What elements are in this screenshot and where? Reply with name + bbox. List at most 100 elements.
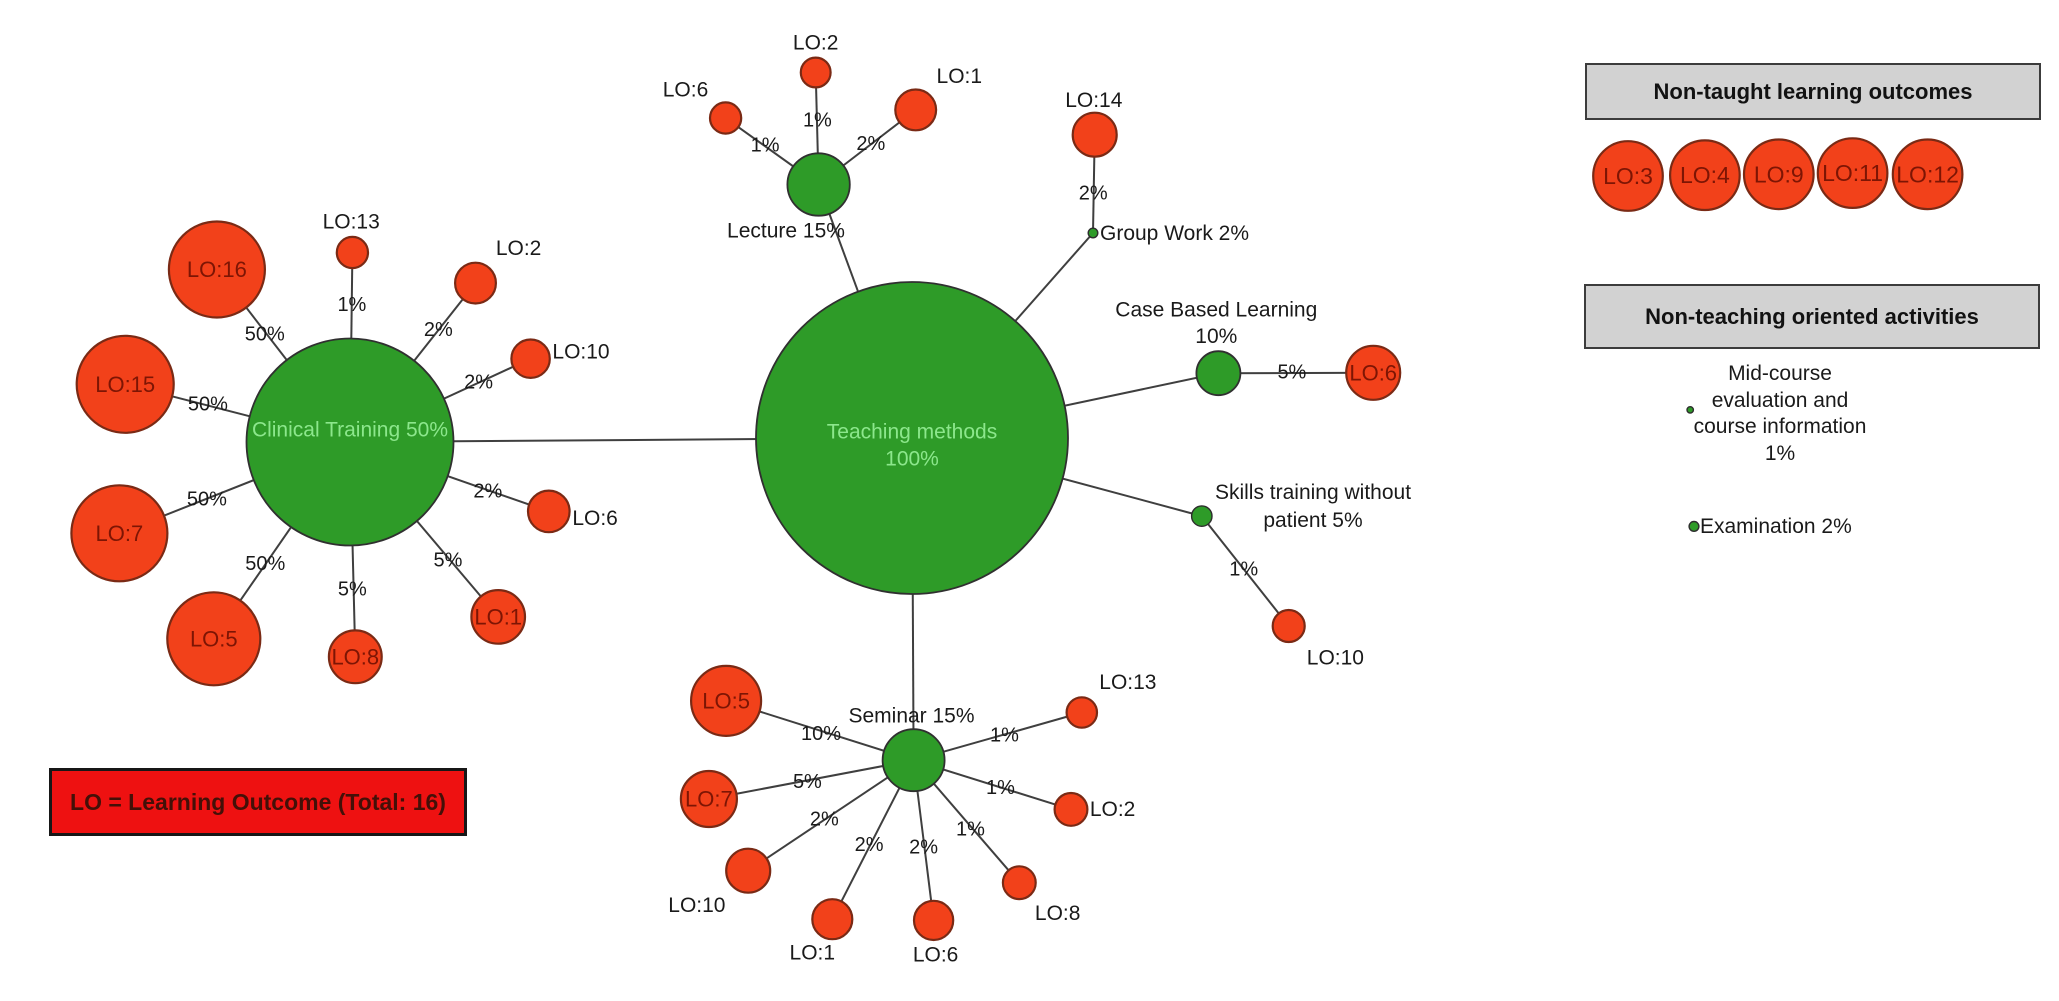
node-label-ct-lo16: LO:16 xyxy=(187,257,247,282)
legend-item-midcourse: Mid-course evaluation and course informa… xyxy=(1560,361,2000,468)
edge-skills-sk-lo10 xyxy=(1201,515,1290,627)
midcourse-line-1: Mid-course xyxy=(1728,362,1832,385)
node-ct-lo2 xyxy=(454,261,498,305)
midcourse-line-3: course information xyxy=(1693,415,1867,439)
edge-label-seminar-sem-lo7: 5% xyxy=(793,771,822,793)
edge-label-groupwork-gw-lo14: 2% xyxy=(1079,182,1108,204)
node-ct-lo13 xyxy=(335,235,370,270)
midcourse-line-4: 1% xyxy=(1764,442,1796,466)
node-label-ct-lo1: LO:1 xyxy=(474,604,522,629)
edge-label-seminar-sem-lo8: 1% xyxy=(956,819,985,841)
node-lec-lo1 xyxy=(894,88,938,132)
edge-label-seminar-sem-lo5: 10% xyxy=(801,723,841,745)
node-cbl-lo6 xyxy=(1345,344,1402,401)
node-ct-lo16 xyxy=(167,220,266,319)
node-groupwork xyxy=(1087,227,1099,239)
edge-label-clinical-ct-lo16: 50% xyxy=(245,324,285,346)
node-midcourse xyxy=(1686,405,1695,414)
edge-seminar-sem-lo10 xyxy=(747,759,915,872)
labels-layer: Teaching methods 100% Clinical Training 50… xyxy=(95,32,1959,967)
node-sem-lo1 xyxy=(811,898,854,941)
node-label-lec-lo6: LO:6 xyxy=(663,79,709,102)
node-sem-lo6 xyxy=(912,899,955,942)
node-label-skills-2: patient 5% xyxy=(1263,509,1362,532)
node-label-cbl-1: Case Based Learning xyxy=(1115,299,1317,322)
node-label-ct-lo10: LO:10 xyxy=(552,341,609,364)
node-label-ct-lo5: LO:5 xyxy=(190,626,238,651)
node-lec-lo6 xyxy=(708,101,743,135)
node-ct-lo8 xyxy=(327,629,383,685)
edge-label-clinical-ct-lo6: 2% xyxy=(473,480,502,502)
node-gw-lo14 xyxy=(1071,111,1118,158)
edge-label-cbl-cbl-lo6: 5% xyxy=(1277,361,1306,383)
node-label-lg-lo4: LO:4 xyxy=(1680,162,1730,188)
node-label-sem-lo1: LO:1 xyxy=(790,941,836,964)
edge-label-clinical-ct-lo8: 5% xyxy=(338,578,367,600)
node-lg-lo11 xyxy=(1816,137,1889,210)
node-lec-lo2 xyxy=(799,56,832,89)
node-label-lec-lo1: LO:1 xyxy=(937,65,983,88)
node-skills xyxy=(1190,505,1213,527)
node-label-sk-lo10: LO:10 xyxy=(1307,646,1364,669)
edge-label-clinical-ct-lo15: 50% xyxy=(188,394,228,416)
node-sem-lo7 xyxy=(679,769,739,829)
node-ct-lo6 xyxy=(526,489,571,534)
node-label-lg-lo12: LO:12 xyxy=(1896,161,1959,187)
edge-label-seminar-sem-lo6: 2% xyxy=(909,837,938,859)
node-label-sem-lo6: LO:6 xyxy=(913,943,959,966)
edge-label-clinical-ct-lo5: 50% xyxy=(245,553,285,575)
node-label-ct-lo6: LO:6 xyxy=(572,507,618,530)
edge-label-clinical-ct-lo13: 1% xyxy=(337,294,366,316)
legend-title-non-teaching: Non-teaching oriented activities xyxy=(1645,303,1979,329)
node-sem-lo8 xyxy=(1001,865,1037,901)
edge-label-seminar-sem-lo2: 1% xyxy=(986,777,1015,799)
node-sem-lo10 xyxy=(725,847,772,894)
node-ct-lo15 xyxy=(75,334,175,434)
node-label-ct-lo7: LO:7 xyxy=(96,521,144,546)
node-ct-lo10 xyxy=(510,338,551,380)
edge-label-clinical-ct-lo10: 2% xyxy=(464,372,493,394)
node-sk-lo10 xyxy=(1271,608,1306,644)
edge-label-seminar-sem-lo13: 1% xyxy=(990,724,1019,746)
node-label-cbl-lo6: LO:6 xyxy=(1349,360,1397,385)
node-label-skills-1: Skills training without xyxy=(1215,481,1411,504)
legend-box-non-teaching: Non-teaching oriented activities xyxy=(1584,284,2040,349)
node-label-lg-lo3: LO:3 xyxy=(1603,163,1653,189)
node-label-teaching-1: Teaching methods xyxy=(827,421,997,444)
edge-label-seminar-sem-lo10: 2% xyxy=(810,809,839,831)
edge-seminar-sem-lo7 xyxy=(708,759,914,800)
node-clinical xyxy=(245,337,455,547)
node-label-ct-lo8: LO:8 xyxy=(331,644,379,669)
node-label-gw-lo14: LO:14 xyxy=(1065,89,1123,112)
node-label-sem-lo13: LO:13 xyxy=(1099,671,1156,694)
edge-label-clinical-ct-lo7: 50% xyxy=(187,488,227,510)
node-examination xyxy=(1688,520,1700,533)
node-lg-lo3 xyxy=(1592,140,1664,212)
node-label-ct-lo13: LO:13 xyxy=(323,211,380,234)
node-label-seminar: Seminar 15% xyxy=(848,705,974,728)
node-label-sem-lo7: LO:7 xyxy=(685,787,733,812)
node-label-sem-lo5: LO:5 xyxy=(702,688,750,713)
node-cbl xyxy=(1195,350,1242,397)
node-lecture xyxy=(786,152,851,217)
node-lg-lo9 xyxy=(1742,138,1815,211)
node-label-sem-lo2: LO:2 xyxy=(1090,798,1136,821)
node-label-lg-lo11: LO:11 xyxy=(1822,160,1883,186)
node-label-sem-lo10: LO:10 xyxy=(668,894,725,917)
node-label-lec-lo2: LO:2 xyxy=(793,32,839,55)
edge-label-seminar-sem-lo1: 2% xyxy=(855,834,884,856)
node-label-ct-lo2: LO:2 xyxy=(496,237,542,260)
node-label-teaching-2: 100% xyxy=(885,448,939,471)
node-ct-lo1 xyxy=(470,589,527,645)
edge-label-lecture-lec-lo1: 2% xyxy=(856,133,885,155)
node-label-lg-lo9: LO:9 xyxy=(1754,161,1804,187)
node-label-cbl-2: 10% xyxy=(1195,325,1237,348)
node-seminar xyxy=(881,728,946,793)
note-box-text: LO = Learning Outcome (Total: 16) xyxy=(70,788,446,815)
node-sem-lo5 xyxy=(689,664,763,738)
edge-label-skills-sk-lo10: 1% xyxy=(1229,559,1258,581)
node-teaching xyxy=(755,281,1069,595)
node-label-clinical: Clinical Training 50% xyxy=(252,419,448,442)
